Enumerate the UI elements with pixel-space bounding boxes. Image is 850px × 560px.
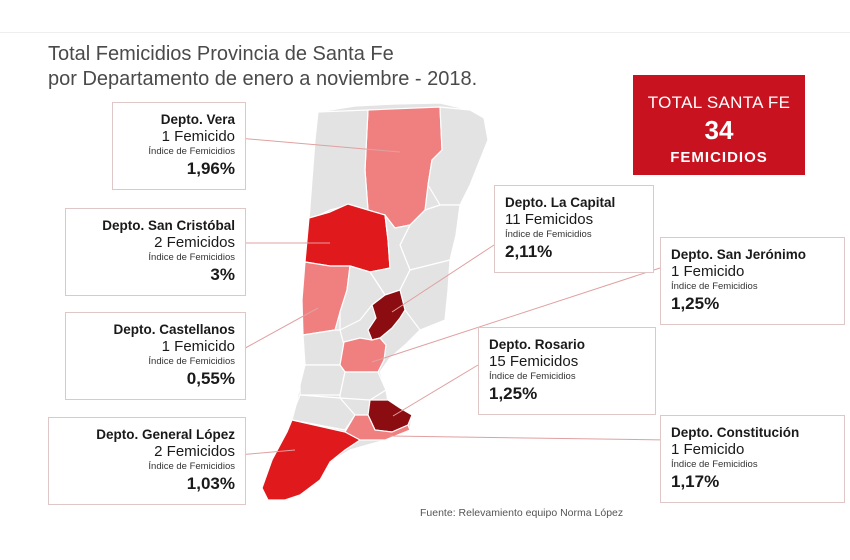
dept-index-label: Índice de Femicidios	[148, 461, 235, 472]
region-general-obligado	[427, 106, 489, 206]
page-title: Total Femicidios Provincia de Santa Fe p…	[48, 42, 608, 92]
dept-index-label: Índice de Femicidios	[148, 146, 235, 157]
dept-index-label: Índice de Femicidios	[671, 281, 758, 292]
dept-name: Depto. Vera	[160, 112, 235, 127]
dept-name: Depto. San Jerónimo	[671, 247, 807, 262]
leader-san-jeronimo	[371, 267, 661, 363]
dept-count: 2 Femicidos	[154, 234, 235, 251]
dept-index-value: 1,17%	[671, 472, 720, 491]
card-la-capital: Depto. La Capital 11 Femicidos Índice de…	[494, 185, 654, 273]
leader-la-capital	[391, 244, 495, 313]
dept-index-label: Índice de Femicidios	[489, 371, 576, 382]
dept-name: Depto. Rosario	[489, 337, 586, 352]
region-san-jeronimo	[339, 337, 387, 373]
card-rosario: Depto. Rosario 15 Femicidos Índice de Fe…	[478, 327, 656, 415]
dept-count: 1 Femicido	[161, 338, 235, 355]
dept-index-value: 1,96%	[186, 159, 235, 178]
dept-index-value: 1,25%	[671, 294, 720, 313]
dept-count: 15 Femicidos	[489, 353, 579, 370]
dept-name: Depto. General López	[96, 427, 235, 442]
dept-count: 11 Femicidos	[505, 211, 594, 228]
region-general-lopez	[261, 419, 361, 501]
region-9-de-julio	[308, 109, 369, 221]
dept-name: Depto. San Cristóbal	[102, 218, 235, 233]
card-san-jeronimo: Depto. San Jerónimo 1 Femicido Índice de…	[660, 237, 845, 325]
dept-count: 1 Femicido	[671, 263, 745, 280]
total-label: TOTAL SANTA FE	[647, 93, 791, 112]
dept-name: Depto. La Capital	[505, 195, 616, 210]
card-castellanos: Depto. Castellanos 1 Femicido Índice de …	[65, 312, 246, 400]
dept-index-value: 0,55%	[186, 369, 235, 388]
leader-constitucion	[389, 435, 669, 441]
dept-index-label: Índice de Femicidios	[671, 459, 758, 470]
region-san-martin	[302, 329, 345, 366]
dept-index-value: 1,03%	[186, 474, 235, 493]
source-note: Fuente: Relevamiento equipo Norma López	[420, 507, 624, 519]
dept-index-value: 1,25%	[489, 384, 538, 403]
total-value: 34	[704, 115, 734, 145]
card-san-cristobal: Depto. San Cristóbal 2 Femicidos Índice …	[65, 208, 246, 296]
dept-count: 1 Femicido	[161, 128, 235, 145]
dept-index-value: 3%	[210, 265, 235, 284]
dept-count: 2 Femicidos	[154, 443, 235, 460]
leader-castellanos	[237, 307, 319, 353]
dept-name: Depto. Castellanos	[113, 322, 235, 337]
dept-index-value: 2,11%	[505, 242, 553, 261]
dept-count: 1 Femicido	[671, 441, 745, 458]
total-unit: FEMICIDIOS	[670, 149, 768, 166]
dept-index-label: Índice de Femicidios	[505, 229, 592, 240]
dept-index-label: Índice de Femicidios	[148, 252, 235, 263]
card-vera: Depto. Vera 1 Femicido Índice de Femicid…	[112, 102, 246, 190]
region-belgrano	[299, 364, 346, 396]
total-santa-fe-box: TOTAL SANTA FE 34 FEMICIDIOS	[633, 75, 805, 175]
leader-rosario	[392, 364, 479, 417]
dept-name: Depto. Constitución	[671, 425, 800, 440]
dept-index-label: Índice de Femicidios	[148, 356, 235, 367]
top-divider	[0, 32, 850, 33]
region-las-colonias	[339, 265, 386, 331]
leader-general-lopez	[237, 449, 296, 456]
region-caseros	[291, 394, 356, 431]
title-line-2: por Departamento de enero a noviembre - …	[48, 68, 478, 90]
leader-vera	[237, 137, 401, 153]
title-line-1: Total Femicidios Provincia de Santa Fe	[48, 43, 394, 65]
card-general-lopez: Depto. General López 2 Femicidos Índice …	[48, 417, 246, 505]
card-constitucion: Depto. Constitución 1 Femicido Índice de…	[660, 415, 845, 503]
